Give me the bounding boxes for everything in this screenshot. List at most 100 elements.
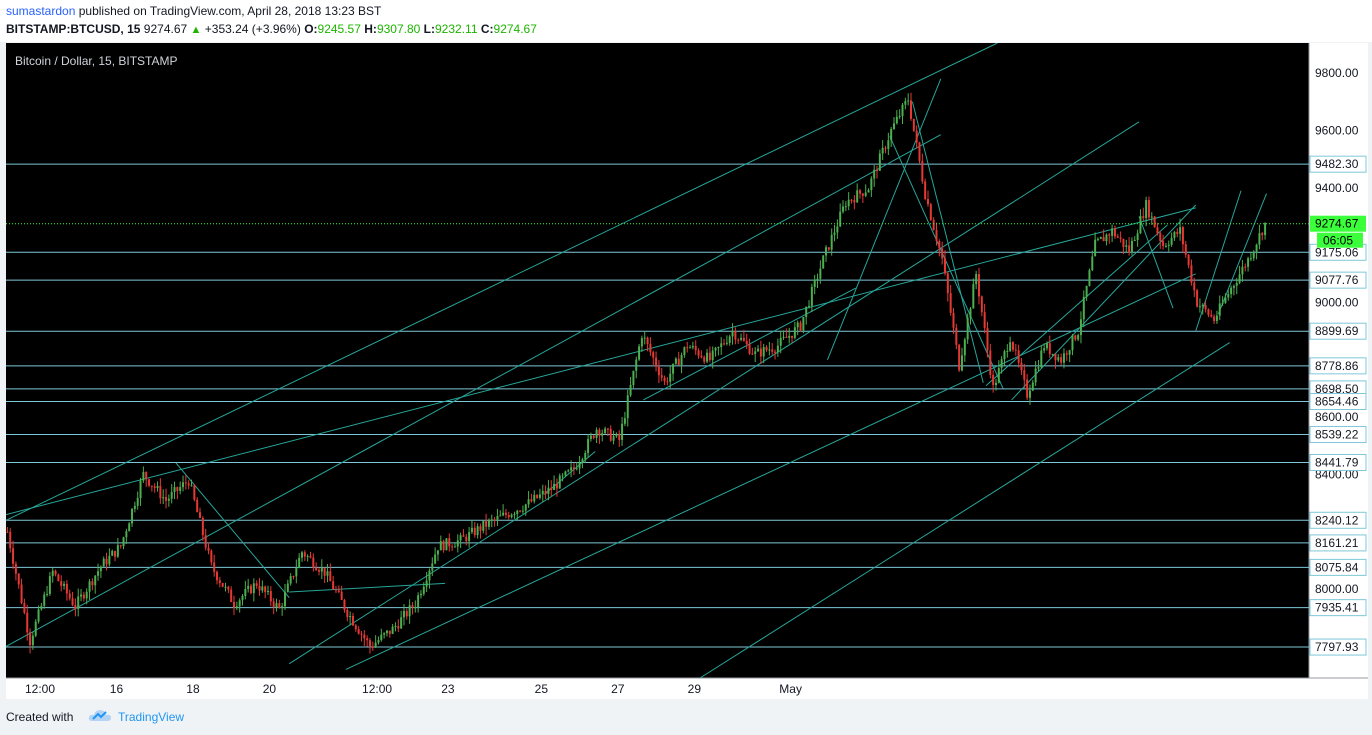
candle-body bbox=[774, 351, 777, 353]
candle-body bbox=[269, 591, 272, 602]
candle-body bbox=[374, 642, 377, 648]
candle-body bbox=[975, 274, 978, 285]
candle-body bbox=[612, 436, 615, 441]
candle-body bbox=[768, 349, 771, 351]
candle-body bbox=[776, 345, 779, 353]
candle-body bbox=[196, 499, 199, 513]
candle-body bbox=[638, 346, 641, 360]
candle-body bbox=[887, 140, 890, 149]
candle-body bbox=[827, 247, 830, 250]
candle-body bbox=[666, 381, 669, 383]
level-label: 7797.93 bbox=[1315, 640, 1359, 654]
candle-body bbox=[153, 486, 156, 489]
candle-body bbox=[757, 348, 760, 352]
candle-body bbox=[986, 327, 989, 351]
candle-body bbox=[711, 350, 714, 361]
candle-body bbox=[349, 615, 352, 618]
candle-body bbox=[983, 312, 986, 328]
candle-body bbox=[1218, 303, 1221, 316]
candle-body bbox=[1261, 233, 1264, 236]
candle-body bbox=[303, 552, 306, 557]
created-with-label: Created with bbox=[6, 710, 74, 724]
candle-body bbox=[295, 567, 298, 577]
candle-body bbox=[1043, 348, 1046, 351]
open-label: O: bbox=[304, 22, 318, 36]
candle-body bbox=[97, 571, 100, 576]
candle-body bbox=[1068, 350, 1071, 355]
chart-area[interactable]: Bitcoin / Dollar, 15, BITSTAMP 9800.00 960… bbox=[6, 43, 1368, 699]
candle-body bbox=[360, 633, 363, 635]
candle-body bbox=[890, 128, 893, 141]
high-label: H: bbox=[364, 22, 377, 36]
author-link[interactable]: sumastardon bbox=[6, 4, 76, 18]
candle-body bbox=[825, 247, 828, 256]
candle-body bbox=[1204, 304, 1207, 310]
candle-body bbox=[20, 584, 23, 603]
level-label: 8654.46 bbox=[1315, 395, 1359, 409]
candle-body bbox=[1006, 350, 1009, 352]
candle-body bbox=[581, 459, 584, 463]
candle-body bbox=[60, 581, 63, 586]
candle-body bbox=[833, 232, 836, 235]
candle-body bbox=[1238, 274, 1241, 283]
close-label: C: bbox=[480, 22, 494, 36]
close-value: 9274.67 bbox=[493, 22, 537, 36]
candle-body bbox=[334, 589, 337, 591]
price-tick-label: 9000.00 bbox=[1315, 295, 1359, 309]
level-label-box bbox=[1309, 599, 1367, 617]
candle-body bbox=[742, 337, 745, 341]
candle-body bbox=[179, 487, 182, 491]
candle-body bbox=[910, 100, 913, 119]
candle-body bbox=[1230, 287, 1233, 295]
candle-body bbox=[57, 574, 60, 582]
candle-body bbox=[323, 567, 326, 576]
candle-body bbox=[88, 581, 91, 592]
level-label-box bbox=[1309, 453, 1367, 471]
candle-body bbox=[1249, 258, 1252, 260]
candle-body bbox=[536, 494, 539, 498]
candle-body bbox=[810, 286, 813, 306]
candle-body bbox=[479, 526, 482, 531]
candle-body bbox=[366, 638, 369, 641]
candle-body bbox=[156, 485, 159, 489]
candle-body bbox=[876, 169, 879, 171]
level-label: 9482.30 bbox=[1315, 157, 1359, 171]
candle-body bbox=[1105, 234, 1108, 242]
candle-body bbox=[949, 293, 952, 313]
tradingview-brand-link[interactable]: TradingView bbox=[118, 710, 185, 724]
current-price-label: 9274.67 bbox=[1315, 217, 1359, 231]
trend-line bbox=[889, 135, 1004, 389]
candle-body bbox=[1088, 270, 1091, 286]
candle-body bbox=[943, 258, 946, 274]
candle-body bbox=[1014, 349, 1017, 351]
candle-body bbox=[932, 219, 935, 231]
candle-body bbox=[632, 370, 635, 385]
candle-body bbox=[524, 504, 527, 511]
candle-body bbox=[1111, 228, 1114, 236]
candle-body bbox=[538, 494, 541, 498]
candle-body bbox=[587, 439, 590, 454]
candle-body bbox=[309, 556, 312, 558]
candle-body bbox=[842, 206, 845, 212]
candle-body bbox=[550, 487, 553, 490]
candle-body bbox=[37, 609, 40, 622]
tradingview-cloud-icon[interactable] bbox=[88, 708, 112, 727]
trend-line bbox=[1011, 204, 1197, 401]
candle-body bbox=[895, 116, 898, 124]
candle-body bbox=[941, 248, 944, 259]
candle-body bbox=[720, 343, 723, 348]
level-label-box bbox=[1309, 534, 1367, 552]
candle-body bbox=[796, 322, 799, 328]
candle-body bbox=[1017, 350, 1020, 363]
chart-svg[interactable]: Bitcoin / Dollar, 15, BITSTAMP 9800.00 960… bbox=[6, 43, 1368, 699]
candle-body bbox=[29, 632, 32, 646]
candle-body bbox=[762, 347, 765, 357]
candle-body bbox=[1173, 232, 1176, 238]
candle-body bbox=[555, 483, 558, 489]
candle-body bbox=[1122, 238, 1125, 247]
candle-body bbox=[1037, 367, 1040, 369]
candle-body bbox=[48, 576, 51, 594]
candle-body bbox=[788, 335, 791, 338]
candle-body bbox=[646, 337, 649, 344]
price-tick-label: 8600.00 bbox=[1315, 410, 1359, 424]
